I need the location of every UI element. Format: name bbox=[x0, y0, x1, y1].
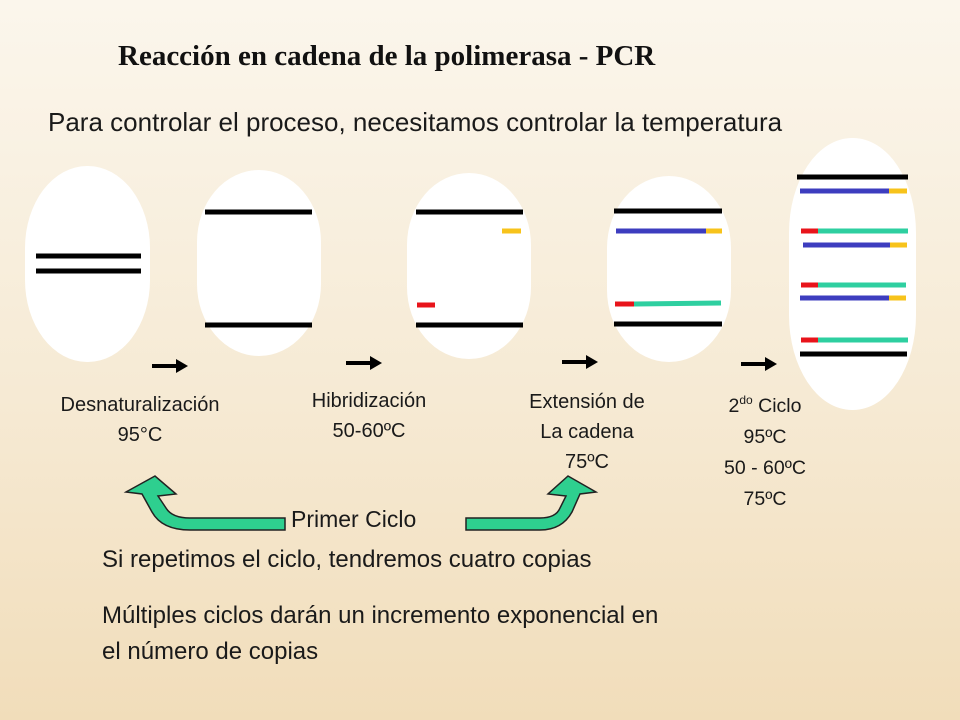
step-arrow-2 bbox=[346, 356, 382, 370]
subtitle: Para controlar el proceso, necesitamos c… bbox=[48, 107, 783, 137]
step-arrow-3 bbox=[562, 355, 598, 369]
curved-arrow-left bbox=[123, 475, 286, 531]
step-name-line1: Extensión de bbox=[529, 391, 645, 413]
step-temp: 75ºC bbox=[565, 451, 609, 473]
curved-arrow-right bbox=[465, 475, 599, 531]
step-arrow-1 bbox=[152, 359, 188, 373]
step-label-second-cycle: 2do Ciclo 95ºC 50 - 60ºC 75ºC bbox=[680, 385, 850, 515]
cycle-temp: 75ºC bbox=[743, 488, 787, 510]
new-strand-teal bbox=[633, 300, 722, 307]
step-name: Hibridización bbox=[311, 390, 427, 412]
step-label-denaturation: Desnaturalización 95°C bbox=[30, 390, 250, 450]
cycle-temp: 50 - 60ºC bbox=[724, 457, 806, 479]
first-cycle-label: Primer Ciclo bbox=[291, 506, 417, 532]
step-name-line2: La cadena bbox=[540, 421, 634, 443]
cycle-label: Ciclo bbox=[758, 395, 802, 417]
step-name: Desnaturalización bbox=[60, 394, 220, 416]
page-title: Reacción en cadena de la polimerasa - PC… bbox=[118, 40, 656, 72]
tube-extension bbox=[407, 173, 531, 359]
step-temp: 95°C bbox=[117, 424, 163, 446]
cycle-number: 2 bbox=[728, 395, 740, 417]
cycle-superscript: do bbox=[739, 393, 753, 407]
step-arrow-4 bbox=[741, 357, 777, 371]
tube-denaturation bbox=[25, 166, 150, 362]
repeat-text: Si repetimos el ciclo, tendremos cuatro … bbox=[102, 546, 592, 573]
multiple-text-block: Múltiples ciclos darán un incremento exp… bbox=[102, 598, 658, 670]
multiple-text-line1: Múltiples ciclos darán un incremento exp… bbox=[102, 602, 659, 629]
cycle-temp: 95ºC bbox=[743, 426, 787, 448]
second-cycle-title: 2do Ciclo bbox=[680, 385, 850, 422]
multiple-text-line2: el número de copias bbox=[102, 638, 319, 665]
step-label-hybridization: Hibridización 50-60ºC bbox=[258, 386, 480, 446]
step-temp: 50-60ºC bbox=[332, 420, 406, 442]
tube-extension-2 bbox=[607, 176, 731, 362]
tube-hybridization bbox=[197, 170, 321, 356]
step-label-extension: Extensión de La cadena 75ºC bbox=[476, 387, 698, 477]
